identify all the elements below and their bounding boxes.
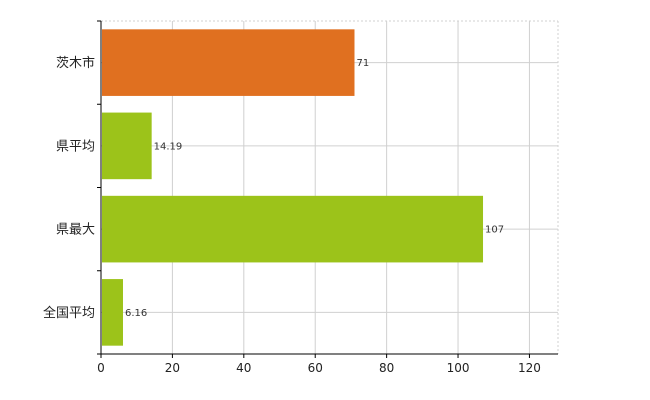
x-tick-label-120: 120 [518,361,541,375]
x-tick-label-40: 40 [236,361,251,375]
category-label-3: 全国平均 [43,305,95,321]
axes [97,20,558,358]
bar-3 [102,279,123,346]
x-tick-label-100: 100 [447,361,470,375]
category-label-1: 県平均 [56,139,95,154]
x-tick-label-80: 80 [379,361,394,375]
bar-1 [102,112,152,180]
bar-2 [102,195,484,263]
x-tick-label-0: 0 [97,361,105,375]
category-label-2: 県最大 [56,223,95,238]
x-tick-label-60: 60 [308,361,323,375]
category-label-0: 茨木市 [56,55,95,71]
data-label-3: 6.16 [125,308,147,319]
data-label-0: 71 [356,58,369,69]
bars [102,29,484,346]
data-label-2: 107 [485,225,504,236]
x-tick-label-20: 20 [165,361,180,375]
data-label-1: 14.19 [154,141,183,152]
bar-0 [102,29,355,96]
